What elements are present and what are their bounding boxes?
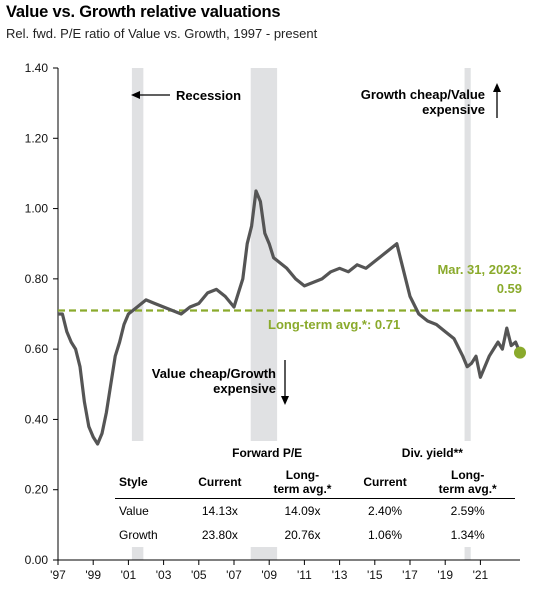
x-tick-label: '05	[191, 568, 207, 582]
row-value-div-lta: 2.59%	[450, 504, 485, 519]
current-value-marker	[514, 346, 526, 359]
current-value-label: 0.59	[497, 281, 522, 296]
x-tick-label: '01	[121, 568, 137, 582]
col-header-style: Style	[115, 464, 185, 500]
x-tick-label: '07	[226, 568, 242, 582]
col-header-long-term-yield-line2: term avg.*	[438, 481, 497, 496]
recession-arrow-head	[131, 91, 140, 99]
group-header-forward-pe: Forward P/E	[232, 445, 303, 460]
growth-cheap-label-line1: Growth cheap/Value	[361, 87, 485, 102]
up-arrow-head	[493, 83, 501, 92]
col-header-long-term-line1: Long-	[285, 467, 320, 482]
growth-cheap-label-line2: expensive	[422, 102, 485, 117]
row-growth-fpe-lta: 20.76x	[284, 528, 321, 543]
row-growth-style: Growth	[119, 528, 158, 543]
down-arrow-head	[281, 396, 289, 405]
series-line	[58, 189, 522, 446]
chart-title: Value vs. Growth relative valuations	[6, 3, 281, 21]
row-value-style: Value	[119, 504, 149, 519]
row-value-fpe-lta: 14.09x	[284, 504, 321, 519]
row-value-div-current: 2.40%	[368, 504, 403, 519]
y-tick-label: 0.00	[25, 553, 49, 567]
row-growth-fpe-current: 23.80x	[201, 528, 238, 543]
x-tick-label: '13	[332, 568, 348, 582]
table-row: Growth 23.80x 20.76x 1.06% 1.34%	[115, 523, 515, 547]
recession-band	[464, 68, 471, 560]
value-cheap-label-line1: Value cheap/Growth	[152, 366, 276, 381]
x-tick-label: '17	[402, 568, 418, 582]
y-tick-label: 1.00	[25, 202, 49, 216]
x-tick-label: '21	[473, 568, 489, 582]
table-column-header-row: Style Current Long-term avg.* Current Lo…	[115, 464, 515, 500]
x-tick-label: '15	[367, 568, 383, 582]
col-header-long-term-avg: Long-term avg.*	[255, 464, 350, 500]
col-header-long-term-yield-line1: Long-	[451, 467, 485, 482]
x-tick-label: '19	[437, 568, 453, 582]
y-tick-label: 0.60	[25, 342, 49, 356]
x-tick-label: '03	[156, 568, 172, 582]
table-group-header-row: Forward P/E Div. yield**	[115, 441, 515, 465]
x-tick-label: '11	[297, 568, 312, 582]
group-header-div-yield: Div. yield**	[401, 445, 463, 460]
long-term-average-label: Long-term avg.*: 0.71	[268, 317, 400, 332]
valuation-table: Forward P/E Div. yield** Style Current L…	[115, 441, 515, 547]
table-row: Value 14.13x 14.09x 2.40% 2.59%	[115, 499, 515, 523]
y-tick-label: 0.80	[25, 272, 49, 286]
chart-subtitle: Rel. fwd. P/E ratio of Value vs. Growth,…	[6, 26, 318, 41]
col-header-current: Current	[184, 464, 256, 500]
x-tick-label: '09	[261, 568, 277, 582]
recession-band	[131, 68, 144, 560]
current-date-label: Mar. 31, 2023:	[437, 262, 522, 277]
y-tick-label: 1.20	[25, 131, 49, 145]
row-growth-div-lta: 1.34%	[450, 528, 485, 543]
y-tick-label: 1.40	[25, 61, 49, 75]
value-cheap-label-line2: expensive	[213, 381, 276, 396]
col-header-long-term-line2: term avg.*	[273, 481, 332, 496]
y-tick-label: 0.20	[25, 483, 49, 497]
col-header-current-yield: Current	[349, 464, 421, 500]
y-tick-label: 0.40	[25, 412, 49, 426]
row-value-fpe-current: 14.13x	[201, 504, 238, 519]
col-header-long-term-avg-yield: Long-term avg.*	[420, 464, 515, 500]
row-growth-div-current: 1.06%	[368, 528, 403, 543]
x-tick-label: '97	[50, 568, 66, 582]
x-tick-label: '99	[85, 568, 101, 582]
recession-label: Recession	[176, 88, 241, 103]
